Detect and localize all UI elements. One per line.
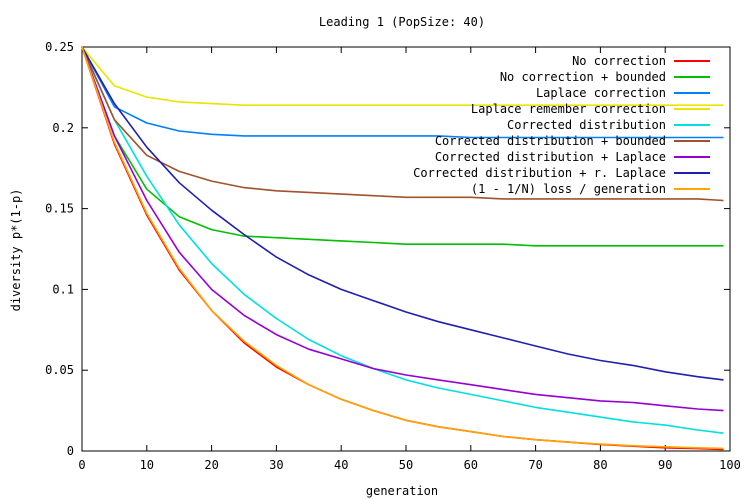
series-line-8: [81, 46, 724, 450]
legend-label: Laplace remember correction: [471, 102, 666, 116]
legend-label: No correction + bounded: [500, 70, 666, 84]
y-tick-label: 0.05: [45, 363, 74, 377]
legend-entry: Corrected distribution: [507, 118, 710, 132]
legend-entry: Laplace remember correction: [471, 102, 710, 116]
chart-title: Leading 1 (PopSize: 40): [319, 15, 485, 29]
legend-entry: No correction: [572, 54, 710, 68]
x-tick-label: 70: [528, 458, 542, 472]
legend-entry: No correction + bounded: [500, 70, 710, 84]
legend-label: No correction: [572, 54, 666, 68]
series-line-4: [81, 46, 724, 434]
y-tick-label: 0.15: [45, 202, 74, 216]
y-tick-label: 0.2: [52, 121, 74, 135]
legend-entry: Corrected distribution + r. Laplace: [413, 166, 710, 180]
legend: No correction No correction + bounded Lapl…: [413, 54, 710, 196]
legend-label: Corrected distribution + r. Laplace: [413, 166, 666, 180]
legend-entry: Corrected distribution + Laplace: [435, 150, 710, 164]
series-line-3: [81, 46, 724, 106]
legend-entry: (1 - 1/N) loss / generation: [471, 182, 710, 196]
x-tick-label: 40: [334, 458, 348, 472]
legend-label: Corrected distribution + Laplace: [435, 150, 666, 164]
series-lines: [81, 46, 724, 451]
y-axis-label: diversity p*(1-p): [9, 189, 23, 312]
x-tick-label: 50: [399, 458, 413, 472]
x-tick-label: 0: [78, 458, 85, 472]
series-line-1: [81, 46, 724, 247]
x-axis: 0 10 20 30 40 50 60 70 80 90 100: [78, 47, 741, 472]
x-tick-label: 80: [593, 458, 607, 472]
plot-area: 0 10 20 30 40 50 60 70 80 90 100 0 0.05 0.1 0.15 0.2 0.…: [45, 40, 741, 472]
x-tick-label: 20: [204, 458, 218, 472]
series-line-5: [81, 46, 724, 202]
series-line-6: [81, 46, 724, 412]
x-axis-label: generation: [366, 484, 438, 498]
y-tick-label: 0.1: [52, 282, 74, 296]
legend-entry: Corrected distribution + bounded: [435, 134, 710, 148]
x-tick-label: 10: [140, 458, 154, 472]
y-tick-label: 0: [67, 444, 74, 458]
x-tick-label: 90: [658, 458, 672, 472]
x-tick-label: 30: [269, 458, 283, 472]
legend-label: Corrected distribution + bounded: [435, 134, 666, 148]
series-line-7: [81, 46, 724, 381]
legend-entry: Laplace correction: [536, 86, 710, 100]
series-line-2: [81, 46, 724, 139]
y-axis: 0 0.05 0.1 0.15 0.2 0.25: [45, 40, 730, 458]
legend-label: (1 - 1/N) loss / generation: [471, 182, 666, 196]
legend-label: Laplace correction: [536, 86, 666, 100]
x-tick-label: 60: [464, 458, 478, 472]
legend-label: Corrected distribution: [507, 118, 666, 132]
y-tick-label: 0.25: [45, 40, 74, 54]
x-tick-label: 100: [719, 458, 741, 472]
